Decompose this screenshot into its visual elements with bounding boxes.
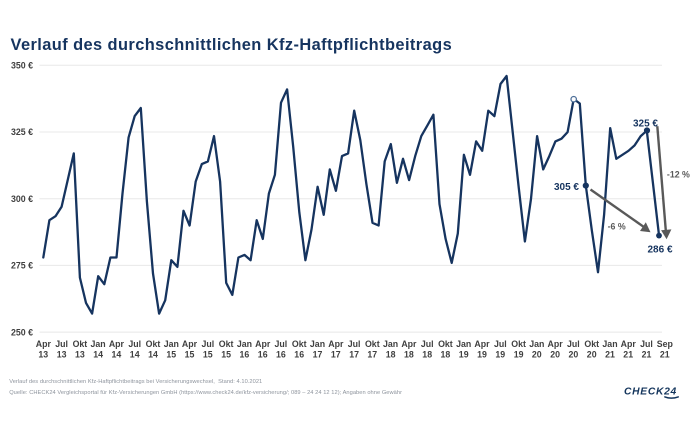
svg-text:CHECK24: CHECK24 xyxy=(624,387,677,398)
svg-text:250 €: 250 € xyxy=(11,327,33,337)
svg-text:350 €: 350 € xyxy=(11,61,33,71)
svg-text:-12 %: -12 % xyxy=(667,170,690,180)
svg-text:300 €: 300 € xyxy=(11,194,33,204)
svg-text:325 €: 325 € xyxy=(11,127,33,137)
svg-text:325 €: 325 € xyxy=(633,119,658,130)
svg-text:-6 %: -6 % xyxy=(608,222,626,232)
svg-text:305 €: 305 € xyxy=(554,182,579,193)
svg-text:275 €: 275 € xyxy=(11,261,33,271)
svg-text:286 €: 286 € xyxy=(647,244,672,255)
